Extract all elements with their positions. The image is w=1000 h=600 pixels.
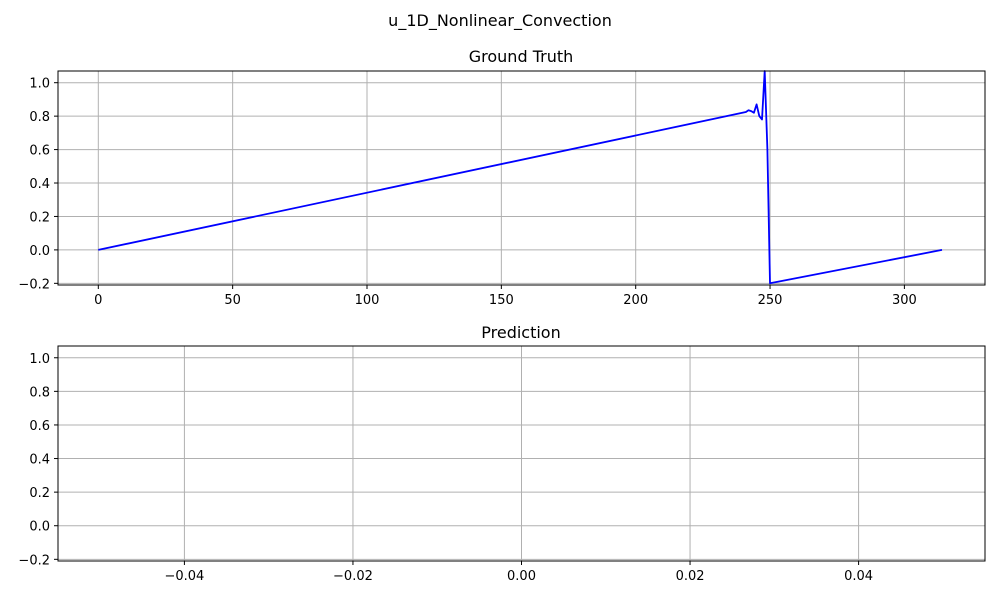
ground-truth-y-tick-label: 0.8: [29, 110, 50, 125]
ground-truth-x-tick-label: 100: [355, 293, 380, 308]
prediction-y-tick-label: 0.6: [29, 419, 50, 434]
ground-truth-x-tick-label: 300: [892, 293, 917, 308]
ground-truth-x-tick-label: 50: [224, 293, 241, 308]
ground-truth-y-tick-label: 0.6: [29, 144, 50, 159]
ground-truth-y-tick-label: 0.2: [29, 210, 50, 225]
prediction-y-tick-label: −0.2: [18, 553, 50, 568]
prediction-y-tick-label: 1.0: [29, 352, 50, 367]
ground-truth-title: Ground Truth: [469, 47, 574, 66]
prediction-grid: [58, 346, 985, 561]
prediction-x-tick-label: −0.04: [164, 569, 204, 584]
prediction-y-tick-label: 0.8: [29, 385, 50, 400]
ground-truth-y-tick-label: 0.4: [29, 177, 50, 192]
ground-truth-series-line: [98, 70, 943, 285]
prediction-ticks: −0.04 −0.02 0.00 0.02 0.04 −0.2 0.0 0.2 0.4 0.6 0.…: [18, 352, 873, 584]
ground-truth-ticks: 0 50 100 150 200 250 300 −0.2 0.0 0.2 0.4 0.6 0.8 1.0: [18, 77, 916, 308]
prediction-x-tick-label: 0.00: [507, 569, 536, 584]
prediction-y-tick-label: 0.0: [29, 520, 50, 535]
ground-truth-series-group: [98, 70, 943, 285]
prediction-y-tick-label: 0.4: [29, 453, 50, 468]
ground-truth-y-tick-label: 0.0: [29, 244, 50, 259]
prediction-y-tick-label: 0.2: [29, 486, 50, 501]
ground-truth-grid: [58, 71, 985, 285]
ground-truth-x-tick-label: 200: [623, 293, 648, 308]
prediction-axes: Prediction −0.04 −0.02 0.00 0.02 0.04 −0.2 0.0…: [18, 323, 986, 584]
ground-truth-y-tick-label: −0.2: [18, 277, 50, 292]
ground-truth-x-tick-label: 250: [758, 293, 783, 308]
ground-truth-x-tick-label: 0: [94, 293, 102, 308]
figure-title: u_1D_Nonlinear_Convection: [388, 11, 612, 31]
ground-truth-axes: Ground Truth 0 50 100 150 200 250 300 −0.2 0.0 0.…: [18, 47, 986, 308]
ground-truth-x-tick-label: 150: [489, 293, 514, 308]
prediction-x-tick-label: 0.02: [676, 569, 705, 584]
prediction-title: Prediction: [481, 323, 560, 342]
ground-truth-y-tick-label: 1.0: [29, 77, 50, 92]
prediction-x-tick-label: −0.02: [333, 569, 373, 584]
prediction-x-tick-label: 0.04: [844, 569, 873, 584]
ground-truth-frame: [57, 70, 986, 286]
